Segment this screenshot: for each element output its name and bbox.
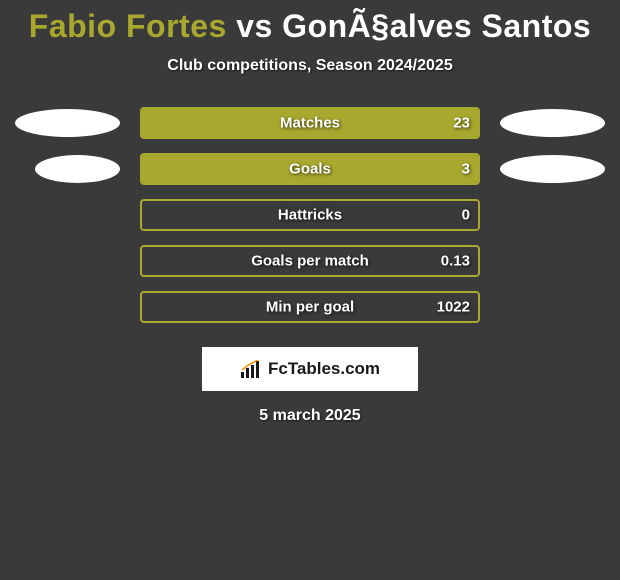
subtitle: Club competitions, Season 2024/2025	[0, 57, 620, 75]
title-player1: Fabio Fortes	[29, 8, 227, 44]
bar-label: Matches	[280, 115, 340, 132]
bar-value: 0.13	[441, 253, 470, 270]
ellipse-left	[15, 109, 120, 137]
bar-value: 3	[462, 161, 470, 178]
stat-bar: Goals per match 0.13	[140, 245, 480, 277]
bar-label: Hattricks	[278, 207, 342, 224]
stat-row: Matches 23	[10, 107, 610, 139]
stat-bar: Min per goal 1022	[140, 291, 480, 323]
ellipse-right	[500, 155, 605, 183]
title-player2: GonÃ§alves Santos	[282, 8, 591, 44]
page-title: Fabio Fortes vs GonÃ§alves Santos	[0, 8, 620, 45]
ellipse-left	[35, 155, 120, 183]
bar-value: 1022	[437, 299, 470, 316]
bar-label: Goals	[289, 161, 331, 178]
stat-row: Min per goal 1022	[10, 291, 610, 323]
stat-row: Goals 3	[10, 153, 610, 185]
ellipse-right	[500, 109, 605, 137]
bar-label: Goals per match	[251, 253, 369, 270]
stat-bar: Goals 3	[140, 153, 480, 185]
bar-value: 23	[453, 115, 470, 132]
stat-bar: Matches 23	[140, 107, 480, 139]
logo-box: FcTables.com	[202, 347, 418, 391]
title-vs: vs	[227, 8, 282, 44]
logo-chart-icon	[240, 360, 262, 378]
bar-value: 0	[462, 207, 470, 224]
date-text: 5 march 2025	[0, 407, 620, 425]
logo-text: FcTables.com	[268, 359, 380, 379]
stat-row: Goals per match 0.13	[10, 245, 610, 277]
bar-label: Min per goal	[266, 299, 354, 316]
stat-row: Hattricks 0	[10, 199, 610, 231]
stat-bar: Hattricks 0	[140, 199, 480, 231]
stats-list: Matches 23 Goals 3 Hattricks 0 Goals per match…	[0, 107, 620, 323]
